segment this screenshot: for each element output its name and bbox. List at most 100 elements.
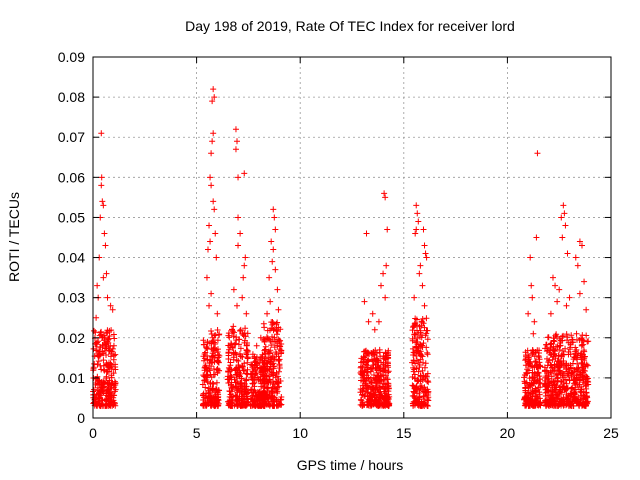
data-point bbox=[275, 376, 282, 383]
data-point bbox=[240, 367, 247, 374]
data-point bbox=[257, 368, 264, 375]
data-point bbox=[424, 327, 431, 334]
data-point bbox=[244, 354, 251, 361]
data-point bbox=[536, 384, 543, 391]
data-point bbox=[207, 174, 214, 181]
data-point bbox=[204, 378, 211, 385]
data-point bbox=[106, 364, 113, 371]
data-point bbox=[537, 376, 544, 383]
data-point bbox=[107, 302, 114, 309]
data-point bbox=[206, 222, 213, 229]
data-point bbox=[560, 351, 567, 358]
data-point bbox=[424, 336, 431, 343]
data-point bbox=[580, 388, 587, 395]
data-point bbox=[112, 366, 119, 373]
data-point bbox=[534, 394, 541, 401]
data-point bbox=[203, 365, 210, 372]
data-point bbox=[211, 345, 218, 352]
data-point bbox=[583, 306, 590, 313]
data-point bbox=[244, 342, 251, 349]
plot-frame bbox=[92, 56, 612, 419]
data-point bbox=[575, 375, 582, 382]
data-point bbox=[208, 328, 215, 335]
data-point bbox=[412, 398, 419, 405]
data-point bbox=[273, 338, 280, 345]
data-point bbox=[580, 369, 587, 376]
data-point bbox=[259, 402, 266, 409]
data-point bbox=[419, 332, 426, 339]
data-point bbox=[270, 246, 277, 253]
data-point bbox=[379, 401, 386, 408]
data-point bbox=[424, 370, 431, 377]
data-point bbox=[99, 198, 106, 205]
data-point bbox=[102, 402, 109, 409]
data-point bbox=[227, 343, 234, 350]
data-point bbox=[245, 399, 252, 406]
data-point bbox=[273, 321, 280, 328]
data-point bbox=[411, 331, 418, 338]
data-point bbox=[527, 399, 534, 406]
data-point bbox=[527, 254, 534, 261]
data-point bbox=[380, 270, 387, 277]
data-point bbox=[96, 395, 103, 402]
data-point bbox=[532, 349, 539, 356]
data-point bbox=[268, 387, 275, 394]
data-point bbox=[375, 363, 382, 370]
data-point bbox=[415, 402, 422, 409]
data-point bbox=[239, 363, 246, 370]
data-point bbox=[261, 324, 268, 331]
data-point bbox=[232, 367, 239, 374]
data-point bbox=[367, 375, 374, 382]
data-point bbox=[369, 350, 376, 357]
data-point bbox=[566, 401, 573, 408]
data-point bbox=[204, 339, 211, 346]
data-point bbox=[235, 341, 242, 348]
data-point bbox=[103, 330, 110, 337]
data-point bbox=[272, 226, 279, 233]
data-point bbox=[95, 338, 102, 345]
data-point bbox=[364, 399, 371, 406]
data-point bbox=[529, 374, 536, 381]
data-point bbox=[239, 387, 246, 394]
data-point bbox=[251, 355, 258, 362]
data-point bbox=[237, 327, 244, 334]
data-point bbox=[555, 401, 562, 408]
data-point bbox=[101, 347, 108, 354]
data-point bbox=[235, 336, 242, 343]
data-point bbox=[227, 359, 234, 366]
data-point bbox=[578, 384, 585, 391]
data-point bbox=[582, 398, 589, 405]
data-point bbox=[210, 130, 217, 137]
data-point bbox=[361, 354, 368, 361]
data-point bbox=[550, 368, 557, 375]
data-point bbox=[103, 340, 110, 347]
data-point bbox=[423, 254, 430, 261]
data-point bbox=[208, 346, 215, 353]
data-point bbox=[239, 395, 246, 402]
data-point bbox=[529, 350, 536, 357]
data-point bbox=[547, 361, 554, 368]
data-point bbox=[93, 314, 100, 321]
data-point bbox=[278, 341, 285, 348]
data-point bbox=[416, 361, 423, 368]
data-point bbox=[214, 310, 221, 317]
data-point bbox=[111, 388, 118, 395]
data-point bbox=[212, 230, 219, 237]
data-point bbox=[103, 373, 110, 380]
data-point bbox=[271, 363, 278, 370]
data-point bbox=[227, 391, 234, 398]
data-point bbox=[268, 342, 275, 349]
data-point bbox=[553, 333, 560, 340]
data-point bbox=[423, 315, 430, 322]
data-point bbox=[358, 397, 365, 404]
data-point bbox=[536, 347, 543, 354]
data-point bbox=[208, 331, 215, 338]
data-point bbox=[412, 360, 419, 367]
data-point bbox=[409, 345, 416, 352]
data-point bbox=[381, 376, 388, 383]
data-point bbox=[421, 242, 428, 249]
data-point bbox=[419, 282, 426, 289]
data-point bbox=[264, 373, 271, 380]
data-point bbox=[104, 380, 111, 387]
data-point bbox=[423, 330, 430, 337]
